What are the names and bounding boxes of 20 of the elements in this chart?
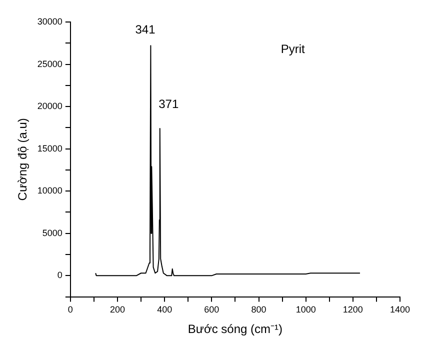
x-tick-label: 1400 (390, 304, 410, 315)
x-tick-label: 800 (251, 304, 266, 315)
y-axis-title: Cường độ (a.u) (16, 118, 30, 201)
x-axis-title: Bước sóng (cm⁻¹) (188, 322, 283, 336)
x-tick-label: 400 (157, 304, 172, 315)
y-tick-label: 5000 (42, 228, 62, 238)
x-tick-label: 1200 (342, 304, 363, 315)
y-tick-label: 0 (57, 270, 62, 280)
y-tick-label: 10000 (37, 186, 62, 196)
x-tick-label: 0 (68, 304, 73, 315)
annotation: Pyrit (280, 42, 306, 56)
y-tick-label: 20000 (37, 101, 62, 112)
x-tick-label: 200 (110, 304, 126, 315)
x-tick-label: 600 (204, 304, 220, 315)
y-tick-label: 15000 (37, 143, 62, 154)
annotation: 371 (158, 96, 179, 111)
y-tick-label: 25000 (37, 58, 62, 69)
y-tick-label: 30000 (37, 16, 62, 26)
x-tick-label: 1000 (296, 304, 316, 315)
annotation: 341 (135, 22, 156, 37)
